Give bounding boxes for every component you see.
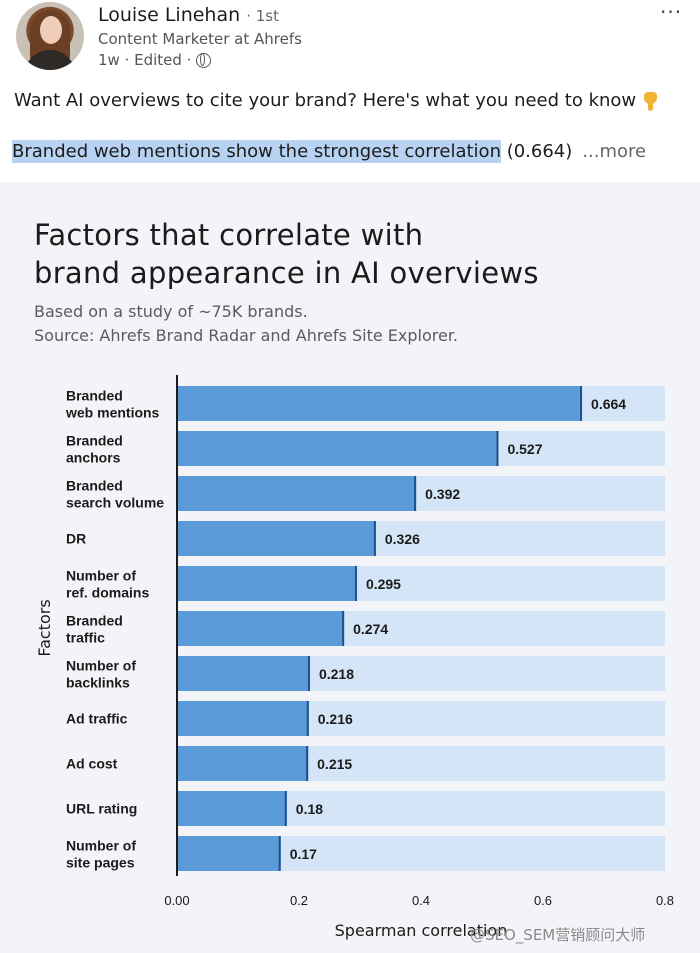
bar-value-label: 0.216 xyxy=(318,711,353,727)
highlighted-text: Branded web mentions show the strongest … xyxy=(12,140,501,163)
category-label: Branded xyxy=(66,613,123,629)
bar-value-label: 0.274 xyxy=(353,621,388,637)
category-label: backlinks xyxy=(66,675,130,691)
post-time: 1w · Edited · xyxy=(98,51,192,69)
category-label: Branded xyxy=(66,478,123,494)
bar-edge xyxy=(284,791,287,826)
x-axis-title: Spearman correlation xyxy=(335,921,508,940)
bar-value-label: 0.215 xyxy=(317,756,352,772)
y-axis-title: Factors xyxy=(35,599,54,656)
bar xyxy=(177,746,309,781)
globe-icon xyxy=(196,52,212,68)
bar xyxy=(177,431,499,466)
category-label: Ad traffic xyxy=(66,711,128,727)
post-text-line1: Want AI overviews to cite your brand? He… xyxy=(14,86,658,111)
category-label: anchors xyxy=(66,450,121,466)
bar-value-label: 0.17 xyxy=(290,846,317,862)
category-label: Number of xyxy=(66,658,136,674)
chart-subtitle-line2: Source: Ahrefs Brand Radar and Ahrefs Si… xyxy=(34,326,459,345)
x-tick-label: 0.6 xyxy=(534,893,552,908)
bar xyxy=(177,476,417,511)
category-label: Branded xyxy=(66,433,123,449)
author-name[interactable]: Louise Linehan xyxy=(98,4,241,26)
category-label: traffic xyxy=(66,630,105,646)
bar xyxy=(177,656,310,691)
pointing-down-icon xyxy=(642,90,658,111)
x-tick-label: 0.4 xyxy=(412,893,430,908)
chart-subtitle: Based on a study of ~75K brands. Source:… xyxy=(34,300,458,348)
bar xyxy=(177,521,376,556)
chart-title: Factors that correlate with brand appear… xyxy=(34,216,539,292)
bar-value-label: 0.326 xyxy=(385,531,420,547)
bar-edge xyxy=(306,701,309,736)
connection-degree: · 1st xyxy=(246,7,279,25)
bar xyxy=(177,566,357,601)
chart-card: Factors that correlate with brand appear… xyxy=(0,182,700,953)
bar-edge xyxy=(278,836,281,871)
chart-title-line1: Factors that correlate with xyxy=(34,218,424,252)
bar-edge xyxy=(496,431,499,466)
bar-value-label: 0.527 xyxy=(507,441,542,457)
watermark: @SEO_SEM营销顾问大师 xyxy=(470,926,646,944)
bar xyxy=(177,611,345,646)
bar-value-label: 0.392 xyxy=(425,486,460,502)
bar-edge xyxy=(580,386,583,421)
avatar[interactable] xyxy=(16,2,84,70)
category-label: site pages xyxy=(66,855,135,871)
chart-title-line2: brand appearance in AI overviews xyxy=(34,256,539,290)
bar-edge xyxy=(342,611,345,646)
category-label: URL rating xyxy=(66,801,137,817)
category-label: Ad cost xyxy=(66,756,118,772)
bar-value-label: 0.218 xyxy=(319,666,354,682)
bar xyxy=(177,791,287,826)
chart-subtitle-line1: Based on a study of ~75K brands. xyxy=(34,302,308,321)
bar-value-label: 0.295 xyxy=(366,576,401,592)
x-tick-label: 0.2 xyxy=(290,893,308,908)
bar-edge xyxy=(354,566,357,601)
category-label: search volume xyxy=(66,495,164,511)
category-label: ref. domains xyxy=(66,585,149,601)
bar xyxy=(177,386,583,421)
x-tick-label: 0.8 xyxy=(656,893,674,908)
bar-value-label: 0.18 xyxy=(296,801,323,817)
bar-edge xyxy=(414,476,417,511)
bar xyxy=(177,701,309,736)
correlation-value-text: (0.664) xyxy=(500,141,573,162)
post-meta: 1w · Edited · xyxy=(98,51,212,69)
category-label: web mentions xyxy=(65,405,160,421)
more-options-button[interactable]: ··· xyxy=(660,0,683,24)
post-text-intro: Want AI overviews to cite your brand? He… xyxy=(14,90,637,111)
category-label: Number of xyxy=(66,568,136,584)
see-more-link[interactable]: ...more xyxy=(582,141,647,162)
bar-value-label: 0.664 xyxy=(591,396,626,412)
post-text-line2: Branded web mentions show the strongest … xyxy=(12,140,647,163)
category-label: Branded xyxy=(66,388,123,404)
post-header: Louise Linehan · 1st Content Marketer at… xyxy=(0,0,700,182)
bar-edge xyxy=(307,656,310,691)
author-line: Louise Linehan · 1st xyxy=(98,4,279,26)
bar-edge xyxy=(373,521,376,556)
author-headline: Content Marketer at Ahrefs xyxy=(98,30,302,48)
avatar-body xyxy=(24,50,76,70)
x-tick-label: 0.00 xyxy=(164,893,189,908)
bar xyxy=(177,836,281,871)
category-label: Number of xyxy=(66,838,136,854)
category-label: DR xyxy=(66,531,86,547)
avatar-face xyxy=(40,16,62,44)
bar-edge xyxy=(306,746,309,781)
